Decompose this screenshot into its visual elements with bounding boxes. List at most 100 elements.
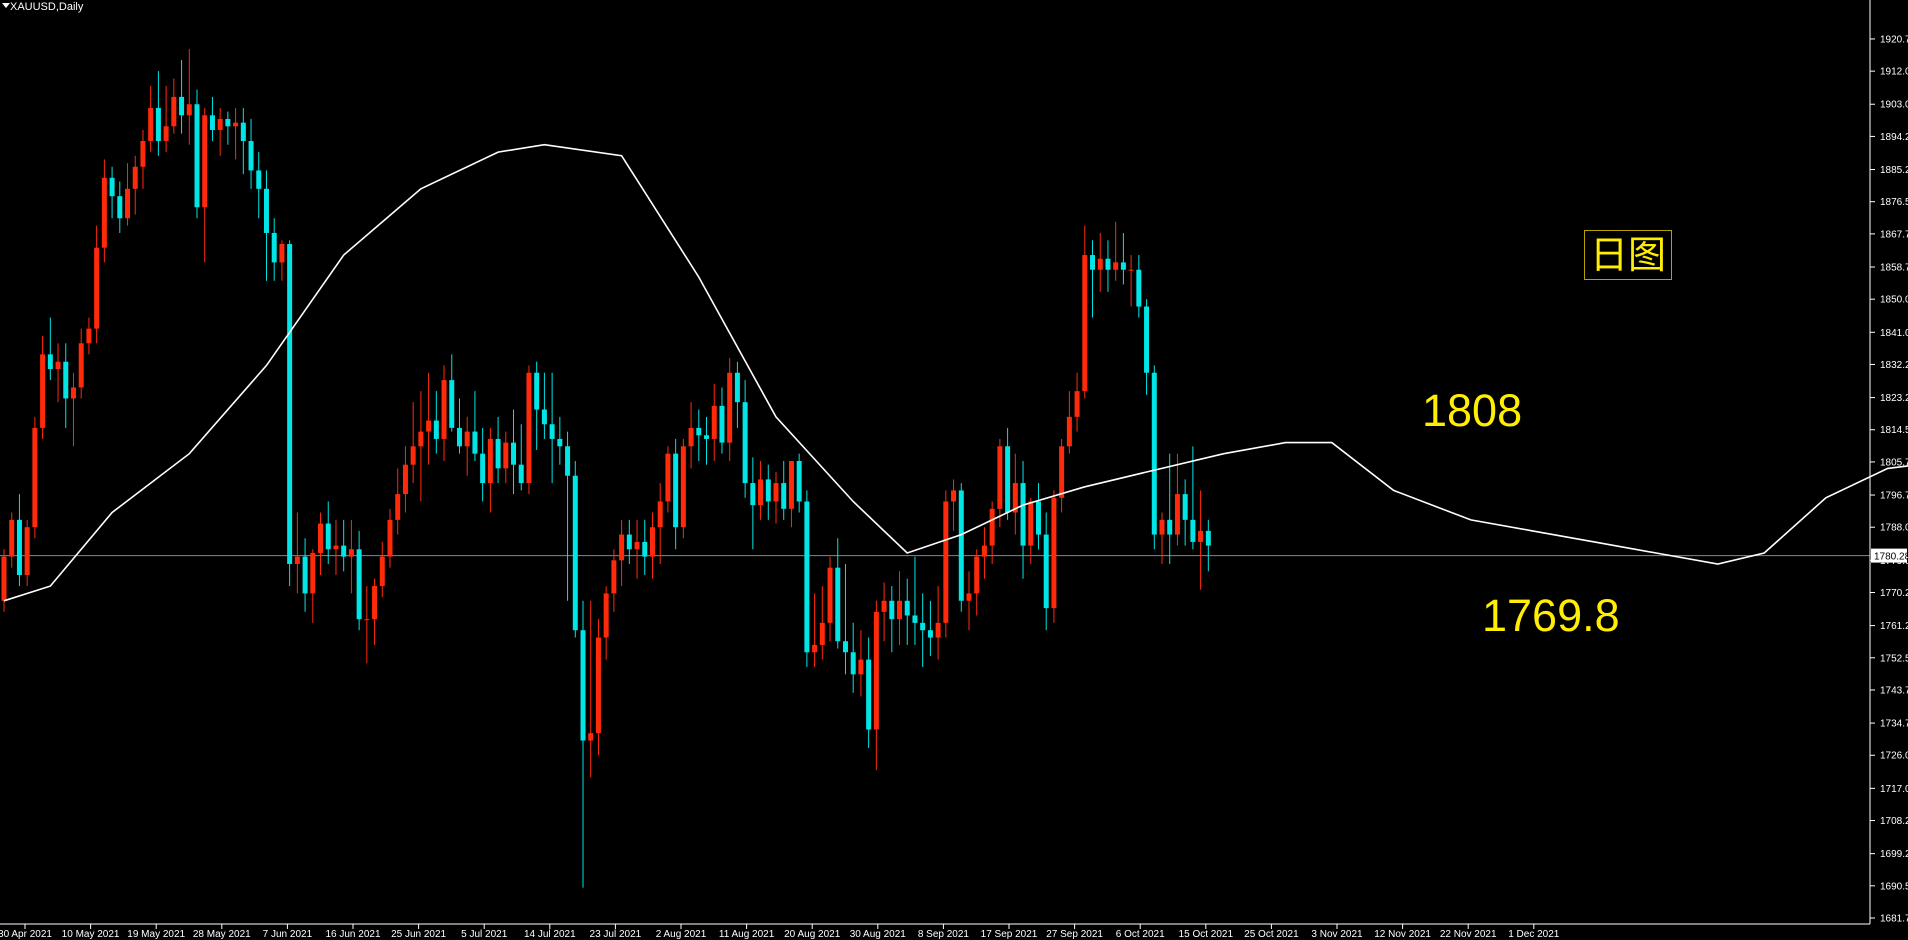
candle (225, 111, 231, 145)
y-tick-label: 1805.75 (1880, 457, 1908, 468)
x-tick-label: 12 Nov 2021 (1374, 929, 1431, 940)
candle (943, 490, 949, 638)
candle (727, 358, 733, 462)
candle-body (765, 479, 771, 502)
candle (372, 578, 378, 645)
candle (70, 372, 76, 447)
candle-body (835, 567, 841, 642)
candle (117, 181, 123, 233)
candle-body (611, 560, 617, 594)
candle-body (163, 126, 169, 142)
candle (449, 354, 455, 432)
candle (287, 240, 293, 587)
candle-body (1, 556, 7, 601)
y-tick-label: 1770.25 (1880, 588, 1908, 599)
candle (348, 519, 354, 594)
moving-average-line (3, 143, 1908, 602)
candle (387, 508, 393, 568)
y-tick-label: 1734.75 (1880, 719, 1908, 730)
y-tick-label: 1885.25 (1880, 165, 1908, 176)
candle (472, 391, 478, 462)
candle-body (410, 446, 416, 465)
candle-body (364, 619, 370, 621)
candle-body (1120, 262, 1126, 270)
y-tick-label: 1726.00 (1880, 751, 1908, 762)
y-tick-label: 1761.25 (1880, 621, 1908, 632)
candle-body (750, 483, 756, 506)
candle (1074, 372, 1080, 432)
candle (410, 402, 416, 484)
candle-body (325, 523, 331, 550)
candle (588, 600, 594, 778)
candle (804, 490, 810, 667)
candle-body (889, 600, 895, 620)
candle (1105, 240, 1111, 292)
candle-body (1136, 269, 1142, 307)
candle (125, 163, 131, 226)
candle-body (511, 442, 517, 465)
candle (1005, 427, 1011, 520)
candle (1028, 497, 1034, 564)
candle-body (626, 534, 632, 550)
candle-body (920, 622, 926, 631)
candle (426, 372, 432, 465)
candle-body (958, 490, 964, 601)
candle (1198, 490, 1204, 590)
candle-body (503, 442, 509, 469)
candle (32, 416, 38, 539)
candle-body (580, 630, 586, 741)
candle (480, 427, 486, 502)
price-axis[interactable]: 1920.75 1912.00 1903.00 1894.25 1885.25 1876.… (1869, 0, 1908, 925)
candle (734, 361, 740, 428)
candle (634, 519, 640, 579)
candle (989, 501, 995, 564)
candle (951, 479, 957, 531)
candle-body (1105, 258, 1111, 270)
candle-body (804, 501, 810, 653)
candle-body (356, 549, 362, 620)
time-axis-ticks: 30 Apr 2021 10 May 2021 19 May 2021 28 May … (0, 924, 1560, 940)
y-tick-label: 1850.00 (1880, 295, 1908, 306)
candle-body (526, 372, 532, 484)
candle (163, 85, 169, 153)
candle (256, 152, 262, 219)
candle-body (1005, 446, 1011, 513)
candle-body (858, 659, 864, 675)
candle (1190, 446, 1196, 550)
candle (63, 343, 69, 428)
candle (1020, 461, 1026, 579)
candle (881, 582, 887, 642)
candle (271, 218, 277, 281)
x-tick-label: 6 Oct 2021 (1116, 929, 1165, 940)
candle (966, 571, 972, 631)
candle-body (742, 402, 748, 484)
candle (866, 637, 872, 748)
candle (418, 391, 424, 502)
candle (711, 383, 717, 462)
candle-body (927, 630, 933, 638)
candle-body (1144, 306, 1150, 373)
candle (1097, 232, 1103, 292)
candle (850, 622, 856, 693)
candle-body (966, 593, 972, 601)
x-tick-label: 25 Oct 2021 (1244, 929, 1299, 940)
x-tick-label: 10 May 2021 (62, 929, 120, 940)
candle (897, 571, 903, 645)
candle (325, 501, 331, 564)
candle (1035, 483, 1041, 550)
candle-body (310, 552, 316, 594)
candle-body (951, 490, 957, 502)
candle-body (194, 104, 200, 208)
x-tick-label: 22 Nov 2021 (1440, 929, 1497, 940)
candle (364, 586, 370, 664)
candle-body (495, 438, 501, 469)
candle (1082, 225, 1088, 399)
candle (565, 431, 571, 601)
candle (680, 438, 686, 539)
candle (86, 317, 92, 355)
candle-body (881, 600, 887, 612)
time-axis[interactable]: 30 Apr 2021 10 May 2021 19 May 2021 28 May … (0, 923, 1870, 940)
menu-arrow-icon[interactable] (2, 3, 10, 8)
candle-body (94, 247, 100, 329)
